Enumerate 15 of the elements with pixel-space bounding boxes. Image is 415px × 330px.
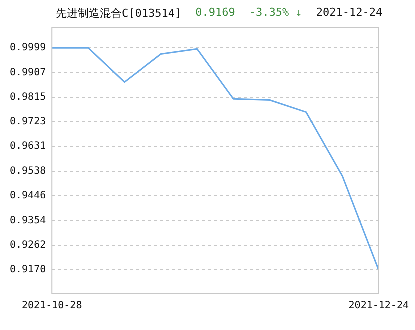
y-tick-label: 0.9907 xyxy=(10,67,46,78)
y-tick-label: 0.9999 xyxy=(10,42,46,54)
text: 0.9169 xyxy=(196,6,236,21)
y-tick-label: 0.9446 xyxy=(10,190,46,202)
y-tick-label: 0.9631 xyxy=(10,141,46,152)
y-tick-label: 0.9815 xyxy=(10,92,46,103)
text: -3.35% ↓ xyxy=(249,6,302,21)
y-tick-label: 0.9538 xyxy=(10,166,46,178)
y-tick-label: 0.9170 xyxy=(10,264,46,276)
y-tick-label: 0.9354 xyxy=(10,215,46,226)
text: 2021-12-24 xyxy=(316,6,383,21)
chart-title: 先进制造混合C[013514] xyxy=(56,6,182,21)
y-tick-label: 0.9262 xyxy=(10,240,46,251)
y-tick-label: 0.9723 xyxy=(10,116,46,128)
x-tick-label: 2021-10-28 xyxy=(22,300,82,312)
